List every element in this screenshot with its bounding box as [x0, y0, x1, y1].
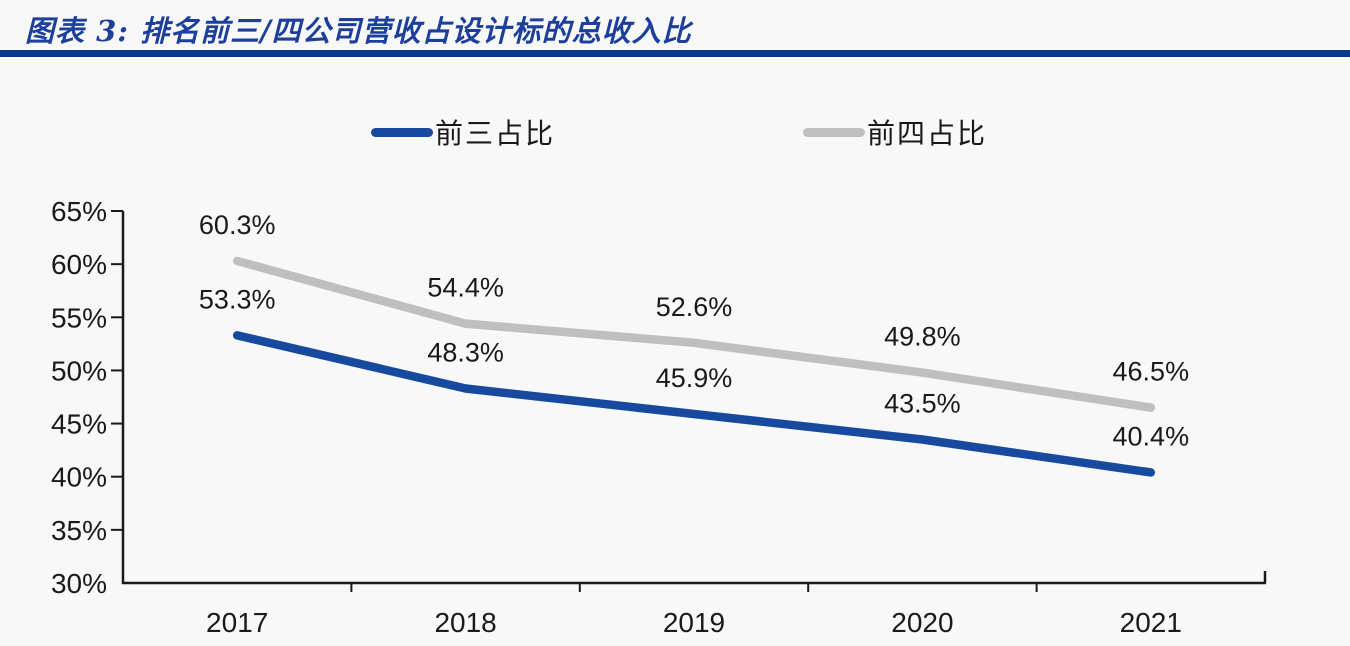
data-label-series0: 53.3% — [199, 284, 276, 314]
y-axis-tick-label: 50% — [51, 355, 107, 386]
x-axis-category-label: 2018 — [434, 607, 496, 638]
x-axis-category-label: 2019 — [663, 607, 725, 638]
title-accent-rule — [0, 50, 1350, 57]
data-label-series1: 46.5% — [1113, 357, 1190, 387]
y-axis-tick-label: 35% — [51, 515, 107, 546]
data-label-series1: 54.4% — [427, 273, 504, 303]
chart-title: 图表 3: 排名前三/四公司营收占设计标的总收入比 — [25, 14, 692, 48]
x-axis-category-label: 2021 — [1120, 607, 1182, 638]
x-axis-category-label: 2017 — [206, 607, 268, 638]
data-label-series1: 52.6% — [656, 292, 733, 322]
y-axis-tick-label: 45% — [51, 409, 107, 440]
data-label-series1: 60.3% — [199, 210, 276, 240]
y-axis-tick-label: 30% — [51, 568, 107, 599]
data-label-series0: 48.3% — [427, 337, 504, 367]
series-line-0[interactable] — [232, 331, 1156, 477]
data-label-series1: 49.8% — [884, 322, 961, 352]
legend-line-swatch-top4 — [803, 127, 865, 137]
x-axis-category-label: 2020 — [891, 607, 953, 638]
y-axis-tick-label: 55% — [51, 302, 107, 333]
legend-line-swatch-top3 — [370, 127, 433, 137]
data-label-series0: 40.4% — [1113, 421, 1190, 451]
legend-item-top4[interactable]: 前四占比 — [803, 112, 987, 152]
legend-label-top3: 前三占比 — [434, 117, 555, 150]
chart-legend: 前三占比 前四占比 — [8, 112, 1350, 152]
legend-item-top3[interactable]: 前三占比 — [370, 112, 555, 152]
legend-label-top4: 前四占比 — [867, 117, 988, 150]
data-label-series0: 45.9% — [656, 363, 733, 393]
y-axis-tick-label: 60% — [51, 249, 107, 280]
data-label-series0: 43.5% — [884, 389, 961, 419]
y-axis-tick-label: 65% — [51, 196, 107, 227]
series-line-1[interactable] — [232, 256, 1156, 412]
y-axis-tick-label: 40% — [51, 462, 107, 493]
